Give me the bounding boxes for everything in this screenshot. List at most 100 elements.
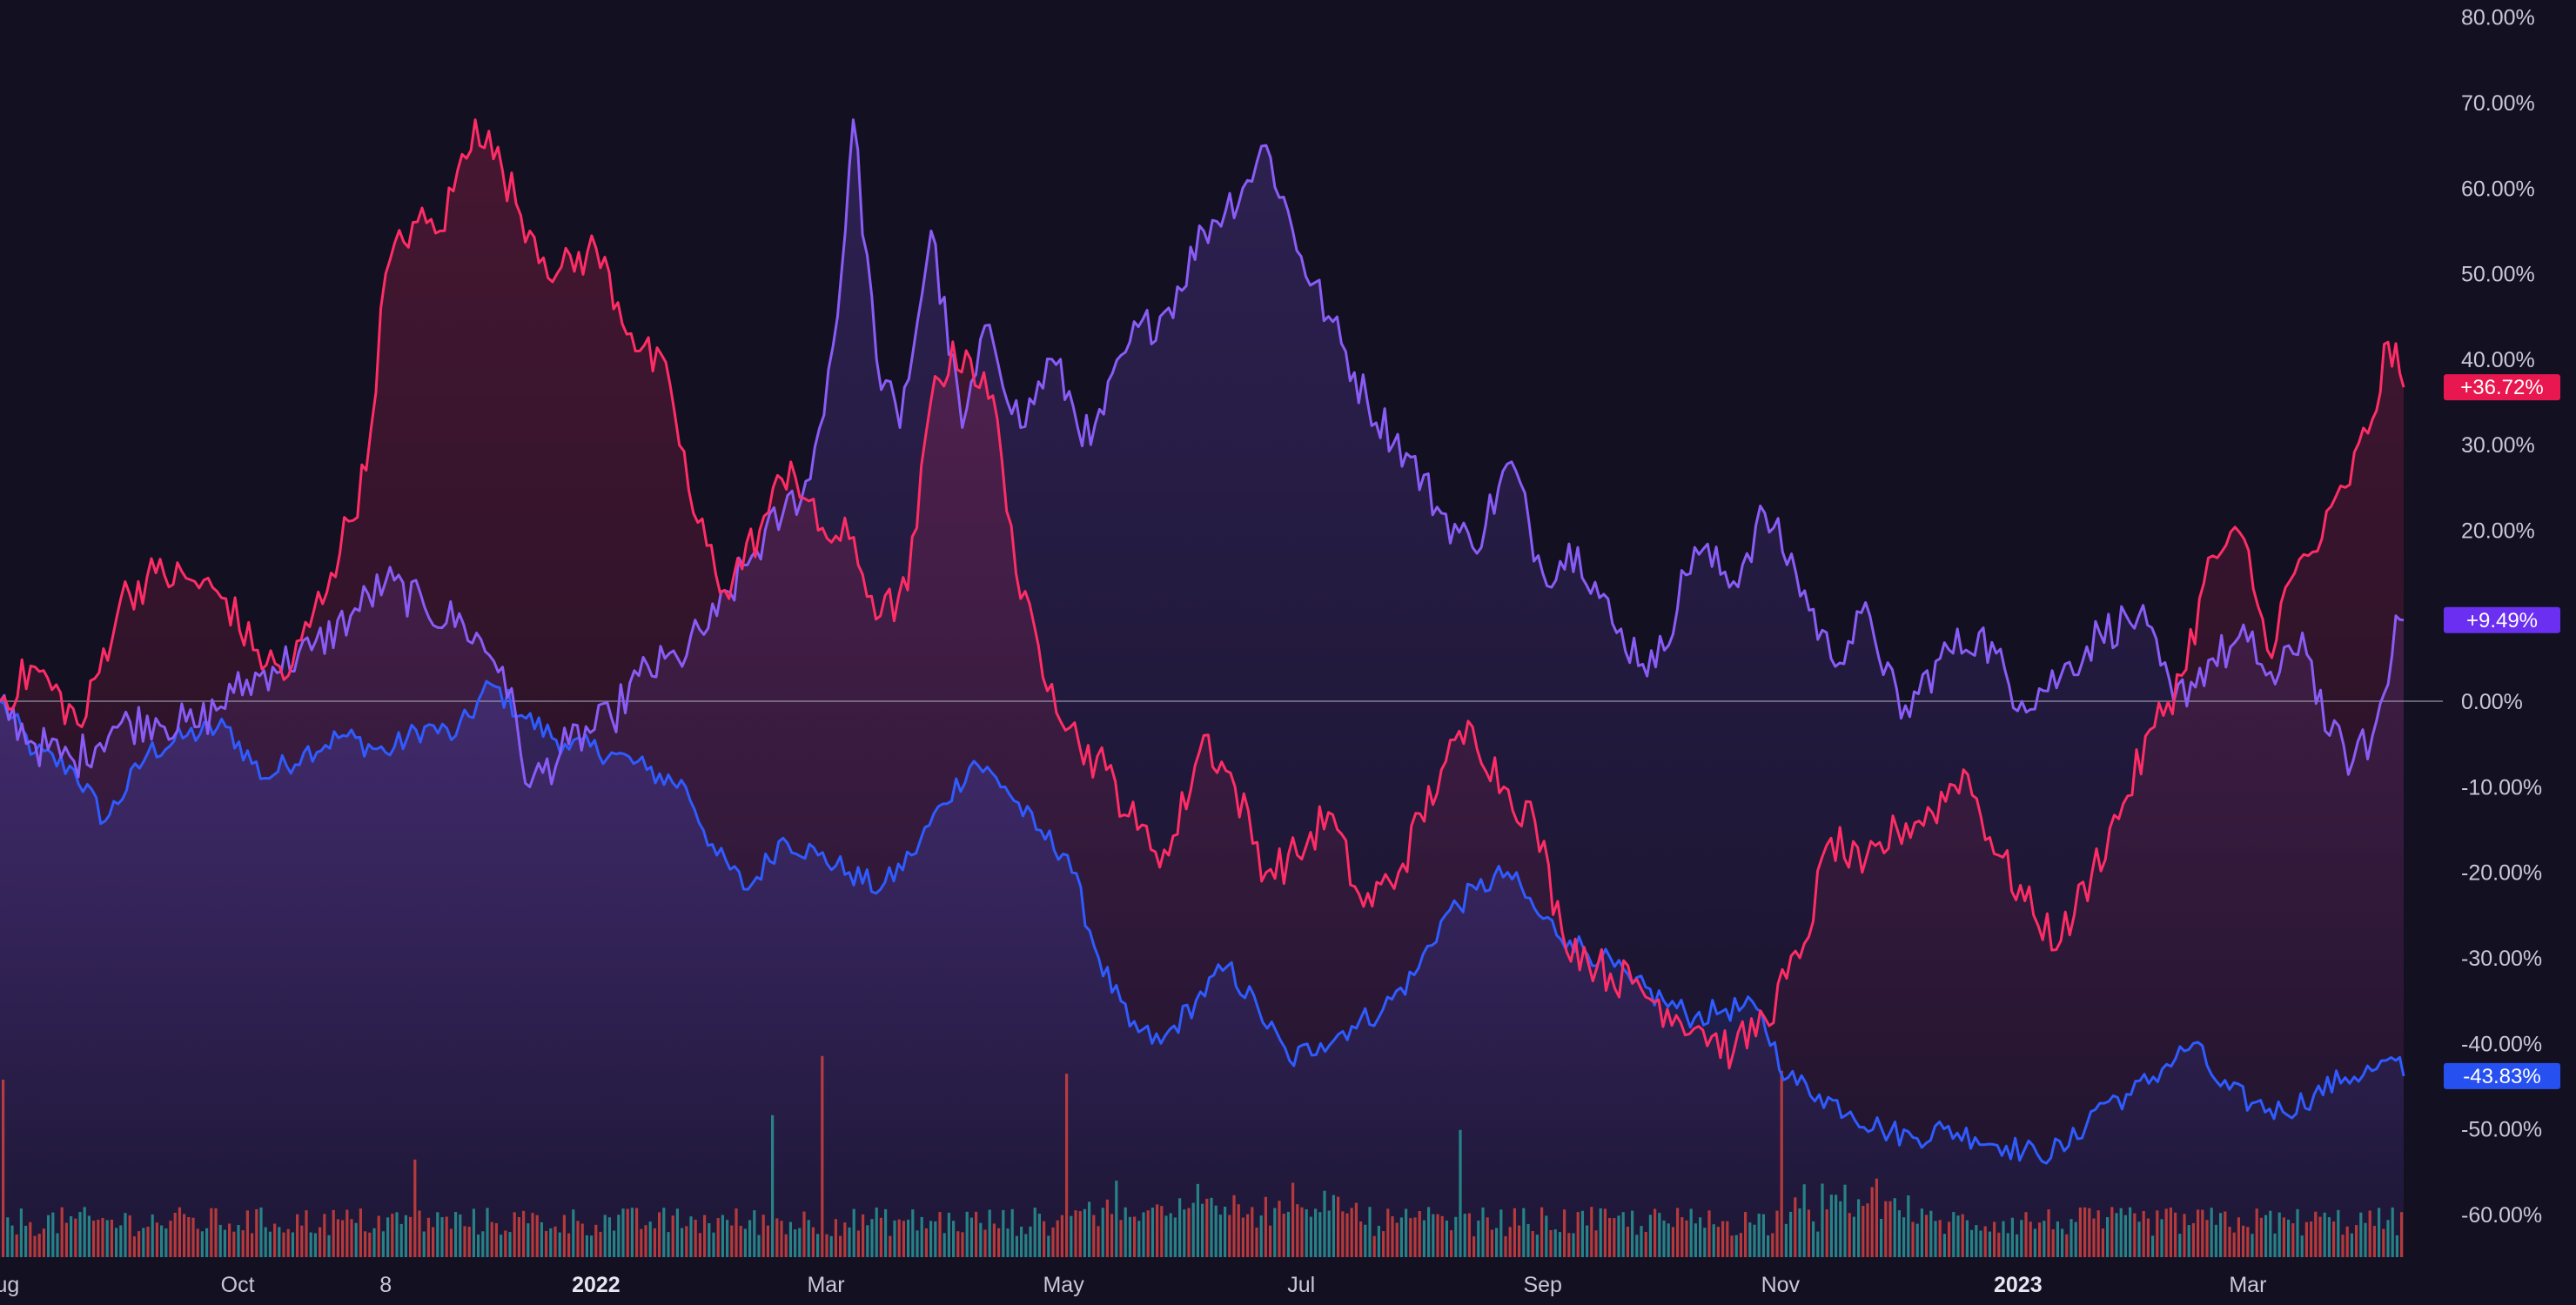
volume-bar	[56, 1233, 59, 1257]
volume-bar	[1631, 1210, 1634, 1257]
volume-bar	[599, 1231, 602, 1257]
volume-bar	[1119, 1220, 1123, 1257]
volume-bar	[78, 1212, 82, 1257]
volume-bar	[1518, 1225, 1521, 1257]
volume-bar	[1852, 1216, 1855, 1257]
volume-bar	[1029, 1226, 1032, 1257]
volume-bar	[743, 1228, 747, 1257]
volume-bar	[1065, 1074, 1069, 1257]
volume-bar	[866, 1225, 869, 1257]
volume-bar	[1667, 1223, 1670, 1257]
volume-bar	[748, 1220, 752, 1257]
volume-bar	[2291, 1223, 2295, 1257]
volume-bar	[1789, 1211, 1793, 1257]
series-line-red[interactable]	[0, 118, 2405, 1070]
volume-bar	[19, 1208, 23, 1257]
volume-bar	[2151, 1235, 2155, 1257]
volume-bar	[1269, 1225, 1272, 1257]
volume-bar	[934, 1221, 937, 1257]
volume-bar	[1572, 1233, 1575, 1257]
volume-bar	[33, 1235, 37, 1257]
y-axis[interactable]: 80.00% 70.00% 60.00% 50.00% 40.00% 30.00% 20.0…	[2461, 6, 2542, 1228]
volume-bar	[1707, 1210, 1711, 1257]
volume-bar	[1767, 1235, 1770, 1257]
volume-bar	[879, 1217, 882, 1257]
volume-bar	[1440, 1215, 1444, 1257]
volume-bar	[97, 1220, 100, 1257]
volume-bar	[531, 1213, 534, 1257]
volume-bar	[1558, 1232, 1561, 1257]
badge-label: -43.83%	[2463, 1065, 2540, 1088]
badge-background	[2444, 1062, 2560, 1089]
volume-bar	[2232, 1232, 2236, 1257]
volume-bar	[2006, 1233, 2009, 1257]
volume-bar	[101, 1218, 104, 1257]
volume-bar	[1875, 1178, 1878, 1257]
volume-bar	[1703, 1228, 1707, 1257]
volume-bar	[1224, 1207, 1227, 1257]
y-tick-label: -60.00%	[2461, 1203, 2542, 1228]
y-tick-label: -20.00%	[2461, 861, 2542, 886]
volume-bar	[517, 1217, 520, 1257]
volume-bar	[1997, 1232, 2001, 1257]
y-tick-label: -10.00%	[2461, 775, 2542, 800]
x-axis[interactable]: Aug Oct 8 2022 Mar May Jul Sep Nov 2023 Mar	[0, 1273, 2266, 1297]
volume-bar	[2228, 1227, 2231, 1257]
volume-bar	[151, 1214, 154, 1257]
volume-bar	[1531, 1231, 1534, 1257]
volume-bar	[1907, 1195, 1910, 1257]
volume-bar	[2273, 1233, 2277, 1257]
volume-bar	[115, 1228, 118, 1257]
volume-bar	[1676, 1208, 1680, 1257]
volume-bar	[273, 1223, 277, 1257]
volume-bar	[187, 1217, 191, 1257]
series-line-purple[interactable]	[0, 118, 2405, 788]
x-tick-label: Nov	[1761, 1273, 1801, 1297]
series-lines	[0, 118, 2405, 1165]
volume-bar	[2002, 1221, 2005, 1257]
volume-bar	[1757, 1214, 1761, 1257]
volume-bar	[2400, 1212, 2404, 1257]
volume-bar	[467, 1227, 471, 1257]
volume-bar	[1689, 1208, 1693, 1257]
volume-bar	[1445, 1220, 1448, 1257]
volume-bar	[74, 1218, 77, 1257]
y-tick-label: 70.00%	[2461, 91, 2535, 116]
volume-bar	[1323, 1190, 1326, 1257]
volume-bar	[1956, 1215, 1960, 1257]
last-value-badge-purple: +9.49%	[2444, 606, 2560, 633]
volume-bar	[486, 1208, 489, 1257]
volume-bar	[1848, 1213, 1851, 1257]
volume-bar	[992, 1223, 996, 1257]
volume-bar	[1481, 1207, 1485, 1257]
volume-bar	[110, 1219, 113, 1257]
volume-bar	[1798, 1208, 1801, 1257]
volume-bar	[278, 1227, 281, 1257]
volume-bar	[848, 1227, 851, 1257]
volume-bar	[1092, 1215, 1096, 1257]
volume-bar	[1915, 1223, 1919, 1257]
volume-bar	[2296, 1208, 2299, 1257]
volume-bar	[1241, 1217, 1244, 1257]
volume-bar	[286, 1228, 290, 1257]
volume-bar	[2156, 1210, 2159, 1257]
volume-bar	[1128, 1216, 1131, 1257]
volume-bar	[1699, 1217, 1702, 1257]
volume-bar	[829, 1235, 833, 1257]
volume-bar	[1739, 1233, 1742, 1257]
volume-bar	[1748, 1222, 1752, 1257]
volume-bar	[1101, 1208, 1104, 1257]
volume-bar	[183, 1214, 186, 1257]
volume-bar	[1386, 1208, 1390, 1257]
volume-bar	[445, 1216, 448, 1257]
volume-bar	[1350, 1208, 1353, 1257]
volume-bar	[902, 1221, 905, 1257]
volume-bar	[1599, 1208, 1602, 1257]
volume-bar	[1137, 1221, 1141, 1257]
volume-bar	[1382, 1231, 1385, 1257]
volume-bar	[313, 1233, 317, 1257]
volume-bar	[739, 1226, 742, 1257]
series-line-blue[interactable]	[0, 679, 2405, 1165]
